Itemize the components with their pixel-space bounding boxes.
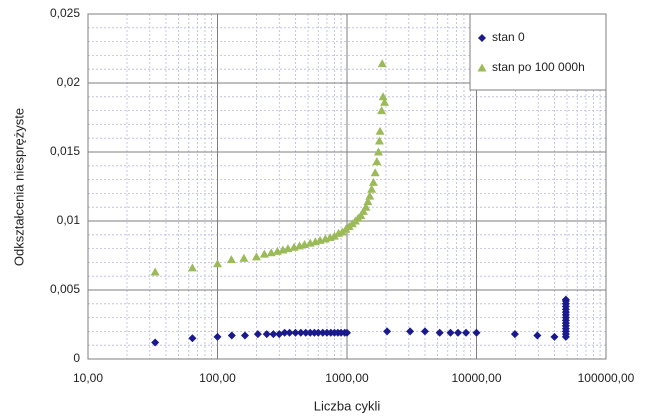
diamond-marker	[227, 331, 236, 340]
triangle-marker	[365, 191, 375, 200]
diamond-marker	[213, 332, 222, 341]
triangle-marker	[251, 252, 261, 261]
triangle-marker	[377, 59, 387, 68]
x-tick-label: 1000,00	[325, 371, 369, 385]
triangle-marker	[226, 255, 236, 264]
diamond-marker	[510, 330, 519, 339]
x-tick-label: 100000,00	[578, 371, 635, 385]
y-tick-label: 0,01	[57, 213, 81, 227]
diamond-marker	[301, 328, 310, 337]
x-axis-title: Liczba cykli	[314, 398, 381, 413]
triangle-marker	[375, 126, 385, 135]
diamond-marker	[420, 327, 429, 336]
diamond-marker	[285, 328, 294, 337]
y-tick-label: 0,02	[57, 75, 81, 89]
x-tick-label: 100,00	[199, 371, 236, 385]
diamond-marker	[462, 328, 471, 337]
diamond-marker	[240, 331, 249, 340]
triangle-marker	[358, 206, 368, 215]
triangle-marker	[213, 259, 222, 268]
diamond-marker	[435, 328, 444, 337]
x-tick-label: 10000,00	[451, 371, 501, 385]
triangle-marker	[378, 92, 388, 101]
diamond-marker	[151, 338, 160, 347]
triangle-marker	[356, 210, 366, 219]
diamond-marker	[253, 330, 262, 339]
diamond-marker	[269, 330, 278, 339]
y-tick-label: 0,005	[50, 282, 80, 296]
diamond-marker	[296, 328, 305, 337]
diamond-marker	[280, 328, 289, 337]
y-axis-title: Odkształcenia niesprężyste	[11, 108, 26, 266]
legend-label: stan 0	[492, 30, 525, 44]
diamond-marker	[188, 334, 197, 343]
y-tick-label: 0,025	[50, 6, 80, 20]
triangle-marker	[373, 147, 383, 156]
triangle-marker	[372, 157, 382, 166]
triangle-marker	[368, 177, 378, 186]
triangle-marker	[370, 168, 380, 177]
triangle-marker	[361, 202, 371, 211]
triangle-marker	[374, 136, 384, 145]
triangle-marker	[377, 106, 387, 115]
plot-border	[87, 13, 607, 360]
x-tick-label: 10,00	[73, 371, 103, 385]
diamond-marker	[406, 327, 415, 336]
diamond-marker	[446, 328, 455, 337]
triangle-marker	[187, 263, 197, 272]
triangle-marker	[259, 249, 269, 258]
legend-marker	[477, 63, 487, 72]
triangle-marker	[150, 267, 160, 276]
y-tick-label: 0	[73, 351, 80, 365]
diamond-marker	[533, 331, 542, 340]
triangle-marker	[380, 97, 390, 106]
diamond-marker	[262, 330, 271, 339]
diamond-marker	[291, 328, 300, 337]
diamond-marker	[318, 328, 327, 337]
diamond-marker	[472, 328, 481, 337]
diamond-marker	[383, 327, 392, 336]
diamond-marker	[454, 328, 463, 337]
diamond-marker	[550, 332, 559, 341]
diamond-marker	[306, 328, 315, 337]
triangle-marker	[363, 197, 373, 206]
diamond-marker	[561, 295, 570, 304]
triangle-marker	[239, 253, 249, 262]
legend-label: stan po 100 000h	[492, 60, 585, 74]
diamond-marker	[343, 328, 351, 337]
diamond-marker	[314, 328, 323, 337]
legend-box	[469, 13, 607, 91]
triangle-marker	[329, 231, 339, 240]
triangle-marker	[367, 184, 377, 193]
y-tick-label: 0,015	[50, 144, 80, 158]
legend-marker	[478, 34, 486, 42]
